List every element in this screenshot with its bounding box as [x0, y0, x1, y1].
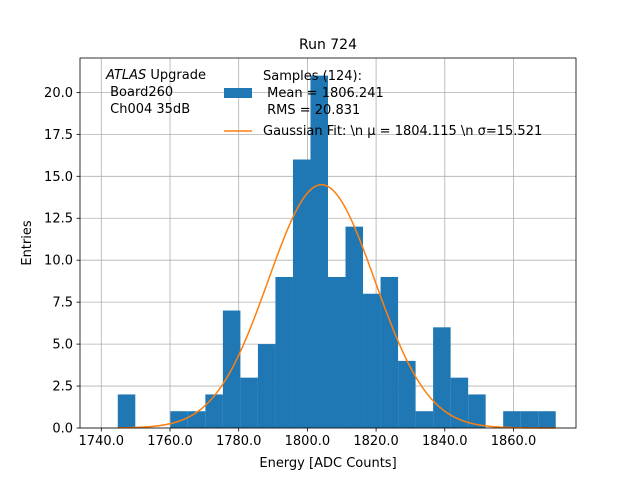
y-tick-label: 20.0 [44, 86, 73, 101]
y-tick-label: 12.5 [44, 212, 73, 227]
histogram-bar [415, 411, 434, 428]
y-tick-label: 0.0 [52, 422, 73, 437]
histogram-bar [398, 360, 416, 428]
y-tick-label: 17.5 [44, 128, 73, 143]
legend-samples-line2: Mean = 1806.241 [263, 86, 384, 101]
legend-samples-line3: RMS = 20.831 [263, 103, 360, 118]
histogram-bar [205, 394, 223, 428]
histogram-bar [450, 377, 469, 428]
y-tick-label: 7.5 [52, 296, 73, 311]
gaussian-fit-curve [117, 183, 556, 429]
y-axis-ticks: 0.0 2.5 5.0 7.5 10.0 12.5 15.0 17.5 20.0 [44, 86, 80, 437]
histogram-bar [363, 293, 381, 428]
histogram-bar [328, 276, 346, 428]
histogram-bar [468, 394, 486, 428]
legend-fit-label: Gaussian Fit: \n μ = 1804.115 \n σ=15.52… [263, 124, 542, 139]
x-tick-label: 1840.0 [422, 434, 468, 449]
y-tick-label: 15.0 [44, 170, 73, 185]
histogram-bar [275, 276, 293, 428]
legend-samples-line1: Samples (124): [263, 69, 362, 84]
histogram-bar [310, 75, 328, 428]
histogram-bar [433, 327, 451, 428]
channel-label: Ch004 35dB [106, 102, 190, 117]
x-tick-label: 1740.0 [79, 434, 125, 449]
histogram-bar [538, 411, 556, 428]
svg-text:ATLAS Upgrade: ATLAS Upgrade [105, 68, 206, 83]
histogram-bar [117, 394, 136, 428]
y-tick-label: 2.5 [52, 380, 73, 395]
histogram-bar [520, 411, 539, 428]
y-tick-label: 5.0 [52, 338, 73, 353]
legend: Samples (124): Mean = 1806.241 RMS = 20.… [224, 69, 542, 139]
chart-title: Run 724 [299, 37, 357, 53]
histogram-bar [187, 411, 206, 428]
legend-samples-swatch [224, 88, 252, 98]
upgrade-label: Upgrade [146, 68, 206, 83]
plot-frame [79, 57, 577, 429]
y-axis-label: Entries [20, 220, 35, 266]
histogram-bar [292, 159, 311, 428]
atlas-annotation: ATLAS Upgrade Board260 Ch004 35dB [105, 68, 206, 117]
x-axis-label: Energy [ADC Counts] [259, 456, 396, 471]
atlas-label: ATLAS [105, 68, 146, 83]
x-tick-label: 1860.0 [491, 434, 537, 449]
x-tick-label: 1760.0 [147, 434, 193, 449]
x-tick-label: 1800.0 [285, 434, 331, 449]
x-axis-ticks: 1740.0 1760.0 1780.0 1800.0 1820.0 1840.0 1860… [79, 428, 537, 449]
y-tick-label: 10.0 [44, 254, 73, 269]
histogram-bar [257, 344, 276, 428]
histogram-bar [503, 411, 521, 428]
x-tick-label: 1780.0 [216, 434, 262, 449]
histogram-bar [170, 411, 188, 428]
histogram-bar [345, 226, 364, 428]
histogram-bar [380, 276, 399, 428]
histogram-bar [240, 377, 258, 428]
x-tick-label: 1820.0 [353, 434, 399, 449]
board-label: Board260 [106, 85, 173, 100]
